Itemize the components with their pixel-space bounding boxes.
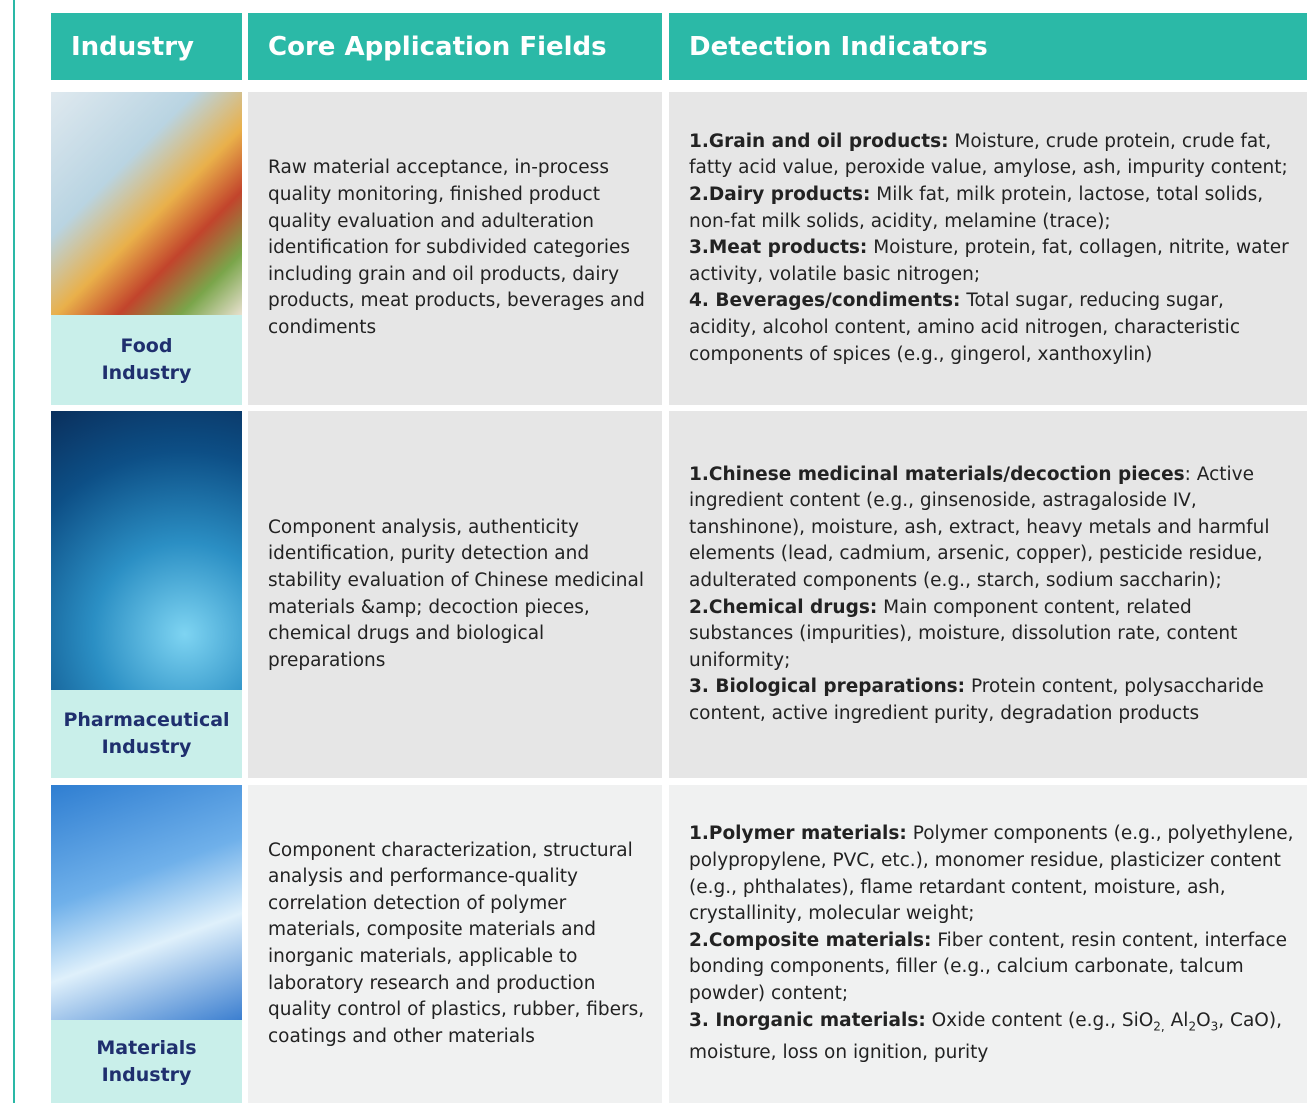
indicator-text: Protein content, polysaccharide content,… [689,676,1264,724]
fields-cell: Component analysis, authenticity identif… [248,411,662,778]
indicator-label: 1.Chinese medicinal materials/decoction … [689,463,1185,485]
indicator-list: 1.Grain and oil products: Moisture, crud… [689,129,1297,368]
indicator-item: 3. Biological preparations: Protein cont… [689,674,1297,727]
indicators-cell: 1.Grain and oil products: Moisture, crud… [669,92,1307,405]
indicator-text: , CaO), moisture, loss on ignition, puri… [689,1009,1282,1063]
indicator-text: Total sugar, reducing sugar, acidity, al… [689,290,1240,365]
fields-text: Component characterization, structural a… [268,839,645,1047]
subscript: 2, [1153,1019,1165,1034]
indicator-text: : Active ingredient content (e.g., ginse… [689,463,1270,591]
indicator-label: 3. Biological preparations: [689,676,966,698]
indicators-cell: 1.Polymer materials: Polymer components … [669,785,1307,1103]
indicator-text: Moisture, crude protein, crude fat, fatt… [689,130,1288,179]
industry-name: Food Industry [101,335,192,384]
indicator-text: Oxide content (e.g., SiO [925,1009,1154,1031]
indicator-item: 1.Grain and oil products: Moisture, crud… [689,129,1297,182]
indicator-label: 4. Beverages/condiments: [689,290,961,312]
industry-image [51,411,242,690]
indicator-text: Moisture, protein, fat, collagen, nitrit… [689,237,1289,285]
header-cell: Industry [51,13,242,80]
subscript: 3 [1210,1019,1219,1034]
indicator-label: 3.Meat products: [689,237,868,259]
indicator-item: 2.Chemical drugs: Main component content… [689,595,1297,675]
indicator-list: 1.Chinese medicinal materials/decoction … [689,462,1297,728]
indicator-list: 1.Polymer materials: Polymer components … [689,821,1297,1066]
side-line [13,0,15,1103]
indicator-item: 1.Polymer materials: Polymer components … [689,821,1297,927]
indicator-label: 1.Polymer materials: [689,823,907,845]
indicator-text: O [1196,1009,1211,1031]
indicator-text: Al [1164,1009,1189,1031]
indicator-label: 3. Inorganic materials: [689,1009,926,1031]
industry-label: Materials Industry [51,1020,242,1103]
industry-label: Pharmaceutical Industry [51,690,242,778]
indicator-item: 3. Inorganic materials: Oxide content (e… [689,1008,1297,1067]
indicator-item: 3.Meat products: Moisture, protein, fat,… [689,235,1297,288]
indicator-text: Polymer components (e.g., polyethylene, … [689,823,1294,925]
indicator-item: 1.Chinese medicinal materials/decoction … [689,462,1297,595]
indicator-item: 2.Composite materials: Fiber content, re… [689,928,1297,1008]
indicator-label: 2.Chemical drugs: [689,596,878,618]
fields-cell: Raw material acceptance, in-process qual… [248,92,662,405]
indicator-text: Fiber content, resin content, interface … [689,929,1288,1005]
indicator-text: Milk fat, milk protein, lactose, total s… [689,184,1264,232]
subscript: 2 [1188,1019,1197,1034]
indicator-item: 4. Beverages/condiments: Total sugar, re… [689,288,1297,368]
industry-image [51,785,242,1020]
indicator-label: 2.Dairy products: [689,184,871,206]
indicators-cell: 1.Chinese medicinal materials/decoction … [669,411,1307,778]
indicator-item: 2.Dairy products: Milk fat, milk protein… [689,182,1297,235]
fields-text: Raw material acceptance, in-process qual… [268,157,645,338]
industry-name: Pharmaceutical Industry [63,709,230,758]
fields-cell: Component characterization, structural a… [248,785,662,1103]
industry-cell: Food Industry [51,92,242,405]
header-cell: Detection Indicators [669,13,1307,80]
indicator-label: 2.Composite materials: [689,929,932,951]
industry-image [51,92,242,315]
fields-text: Component analysis, authenticity identif… [268,516,644,671]
industry-cell: Pharmaceutical Industry [51,411,242,778]
industry-cell: Materials Industry [51,785,242,1103]
header-cell: Core Application Fields [248,13,662,80]
industry-label: Food Industry [51,315,242,405]
indicator-label: 1.Grain and oil products: [689,130,949,152]
indicator-text: Main component content, related substanc… [689,596,1238,671]
industry-name: Materials Industry [96,1036,197,1086]
